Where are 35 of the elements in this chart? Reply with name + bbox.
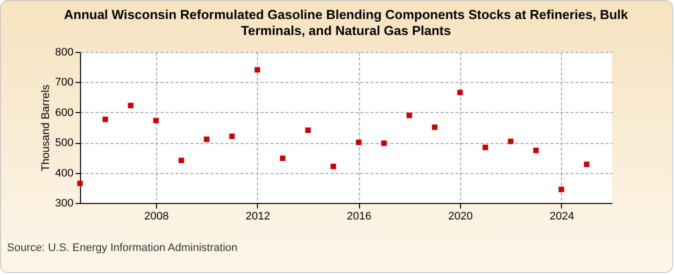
point	[406, 112, 412, 118]
y-tick-label: 500	[55, 137, 74, 150]
y-tick-label: 700	[55, 76, 74, 89]
point	[305, 127, 311, 133]
point	[508, 138, 514, 144]
x-tick-label: 2020	[448, 210, 473, 222]
y-axis-title: Thousand Barrels	[40, 84, 52, 172]
point	[102, 116, 108, 122]
point	[280, 156, 286, 162]
point	[356, 140, 362, 146]
point	[128, 102, 134, 108]
y-tick-label: 300	[55, 198, 74, 210]
point	[330, 164, 336, 170]
y-tick-label: 400	[55, 167, 74, 180]
point	[153, 118, 159, 124]
point	[178, 158, 184, 164]
point	[229, 134, 235, 139]
x-tick-label: 2016	[346, 210, 372, 222]
point	[254, 67, 260, 73]
point	[432, 124, 438, 130]
point	[381, 140, 387, 146]
point	[558, 186, 564, 192]
chart-title: Annual Wisconsin Reformulated Gasoline Blending Components Stocks at Refineries, Bulk Terminals, and Natural Gas Plants	[64, 7, 629, 38]
point	[457, 90, 463, 96]
point	[77, 180, 83, 186]
point	[204, 136, 210, 142]
x-tick-label: 2012	[246, 210, 270, 222]
point	[584, 162, 590, 168]
source-note: Source: U.S. Energy Information Administration	[7, 242, 238, 254]
point	[533, 148, 539, 154]
x-tick-label: 2008	[144, 210, 169, 222]
point	[482, 144, 488, 150]
y-tick-label: 800	[55, 46, 74, 58]
y-tick-label: 600	[55, 106, 74, 119]
x-tick-label: 2024	[550, 210, 574, 222]
